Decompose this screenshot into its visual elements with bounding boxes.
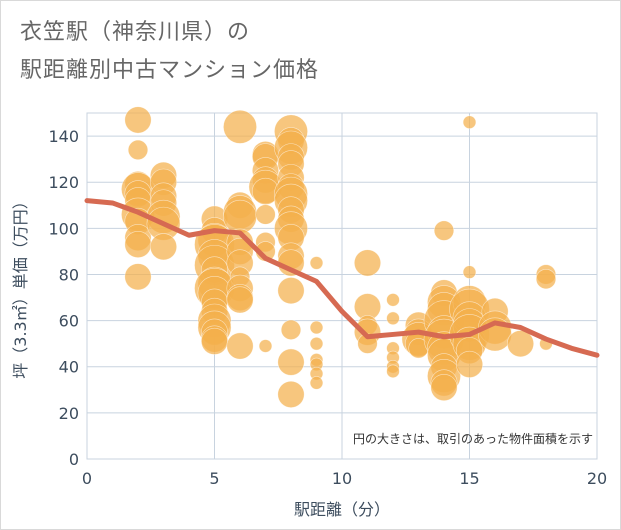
data-point bbox=[127, 139, 149, 161]
data-point bbox=[309, 336, 324, 351]
data-point bbox=[462, 265, 477, 279]
x-tick-label: 10 bbox=[332, 469, 352, 488]
y-tick-label: 40 bbox=[59, 358, 79, 377]
chart-title-line-1: 衣笠駅（神奈川県）の bbox=[20, 20, 251, 45]
data-point bbox=[255, 204, 276, 225]
bubble-size-note: 円の大きさは、取引のあった物件面積を示す bbox=[353, 431, 593, 446]
data-point bbox=[455, 350, 483, 378]
data-point bbox=[386, 293, 400, 307]
data-point bbox=[535, 268, 557, 290]
data-point bbox=[309, 256, 324, 270]
data-point bbox=[150, 233, 178, 261]
x-tick-label: 20 bbox=[587, 469, 607, 488]
data-point bbox=[430, 373, 458, 401]
data-point bbox=[386, 311, 400, 325]
data-point bbox=[226, 286, 254, 314]
data-point bbox=[124, 106, 152, 134]
chart-title-line-2: 駅距離別中古マンション価格 bbox=[20, 58, 320, 83]
y-tick-label: 80 bbox=[59, 265, 79, 284]
data-point bbox=[201, 327, 229, 355]
data-point bbox=[280, 319, 302, 340]
y-tick-label: 0 bbox=[69, 450, 79, 469]
y-tick-label: 140 bbox=[48, 127, 79, 146]
data-point bbox=[124, 263, 152, 291]
data-point bbox=[258, 339, 273, 353]
x-tick-label: 15 bbox=[459, 469, 479, 488]
trend-series bbox=[84, 198, 600, 358]
data-point bbox=[277, 380, 305, 408]
x-tick-label: 5 bbox=[209, 469, 219, 488]
data-point bbox=[353, 249, 381, 277]
data-point bbox=[277, 348, 305, 376]
data-point bbox=[309, 376, 324, 390]
x-tick-labels: 0 5 10 15 20 bbox=[82, 469, 607, 488]
y-tick-labels: 0 20 40 60 80 100 120 140 bbox=[48, 127, 79, 469]
trend-line bbox=[84, 198, 600, 358]
data-point bbox=[124, 230, 152, 258]
data-point bbox=[506, 330, 534, 358]
data-point bbox=[226, 332, 254, 360]
data-point bbox=[309, 320, 324, 335]
data-point bbox=[386, 364, 400, 379]
data-point bbox=[462, 115, 477, 129]
data-point bbox=[433, 220, 455, 241]
data-point bbox=[277, 277, 305, 305]
x-axis-label: 駅距離（分） bbox=[294, 500, 390, 519]
y-tick-label: 20 bbox=[59, 404, 79, 423]
y-tick-label: 60 bbox=[59, 312, 79, 331]
y-tick-label: 120 bbox=[48, 173, 79, 192]
data-point bbox=[223, 199, 257, 234]
data-point bbox=[223, 109, 257, 144]
x-tick-label: 0 bbox=[82, 469, 92, 488]
y-tick-label: 100 bbox=[48, 219, 79, 238]
y-axis-label: 坪（3.3㎡）単価（万円） bbox=[11, 193, 30, 378]
